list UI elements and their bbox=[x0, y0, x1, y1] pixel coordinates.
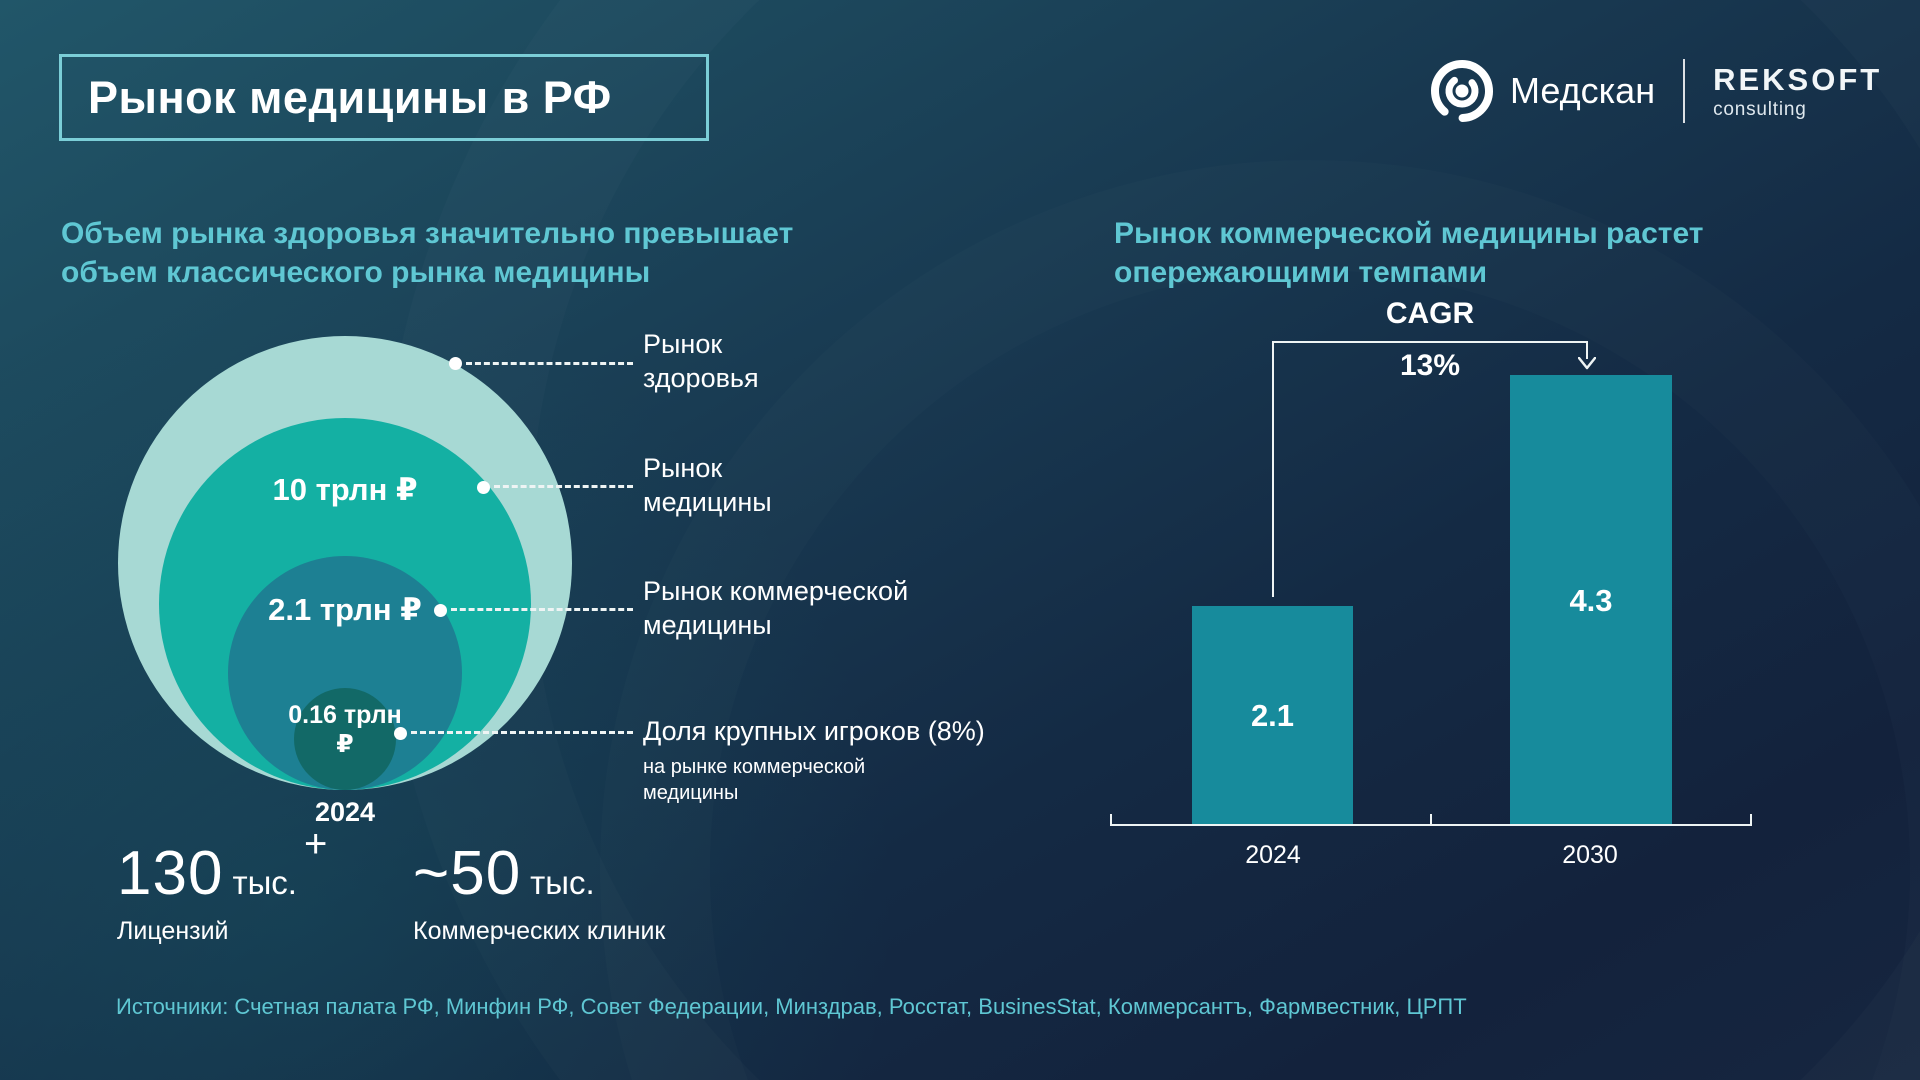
sources-line: Источники: Счетная палата РФ, Минфин РФ,… bbox=[116, 994, 1467, 1019]
bar-2024-value: 2.1 bbox=[1250, 698, 1295, 733]
reksoft-wordmark: REKSOFT bbox=[1713, 61, 1883, 97]
reksoft-subtitle: consulting bbox=[1713, 98, 1807, 120]
stat-clinics: ~50 тыс. Коммерческих клиник bbox=[413, 838, 665, 946]
stat-clinics-value: ~50 bbox=[413, 839, 522, 908]
left-section-heading: Объем рынка здоровья значительно превыша… bbox=[61, 217, 794, 289]
label-health-market: Рынок здоровья bbox=[643, 329, 759, 393]
page-title: Рынок медицины в РФ bbox=[88, 71, 612, 123]
brand-divider bbox=[1683, 59, 1686, 123]
cagr-arrow-down-icon bbox=[1578, 357, 1596, 370]
stat-clinics-row: ~50 тыс. bbox=[413, 838, 665, 909]
x-axis-line bbox=[1110, 824, 1752, 826]
callout-line-commercial bbox=[451, 608, 633, 611]
label-big-players-main: Доля крупных игроков (8%) bbox=[643, 716, 985, 746]
label-commercial-medicine: Рынок коммерческой медицины bbox=[643, 576, 909, 640]
big-players-value: 0.16 трлн ₽ bbox=[288, 701, 402, 758]
stat-licenses-unit: тыс. bbox=[232, 864, 297, 901]
bar-2030-value: 4.3 bbox=[1569, 582, 1613, 618]
commercial-medicine-value: 2.1 трлн ₽ bbox=[268, 592, 422, 627]
cagr-bracket-left-leg bbox=[1272, 341, 1274, 597]
label-big-players-sub: на рынке коммерческой медицины bbox=[643, 756, 866, 804]
callout-line-health bbox=[466, 362, 633, 365]
callout-line-medicine bbox=[494, 485, 633, 488]
stat-licenses-value: 130 bbox=[117, 839, 224, 908]
x-axis-tick-left bbox=[1110, 814, 1112, 825]
brand-bar: Медскан REKSOFT consulting bbox=[1429, 58, 1882, 124]
callout-dot-medicine bbox=[477, 481, 490, 494]
x-axis-label-2024: 2024 bbox=[1245, 841, 1301, 869]
stat-licenses-row: 130 тыс. + bbox=[117, 822, 327, 909]
x-axis-label-2030: 2030 bbox=[1562, 841, 1618, 869]
bar-2030: 4.3 bbox=[1510, 375, 1672, 826]
label-medicine-market: Рынок медицины bbox=[643, 453, 772, 517]
callout-dot-big-players bbox=[394, 727, 407, 740]
callout-line-big-players bbox=[411, 731, 633, 734]
cagr-annotation-label: CAGR bbox=[1385, 297, 1475, 330]
stat-clinics-unit: тыс. bbox=[530, 864, 595, 901]
bubble-chart-year: 2024 bbox=[314, 797, 376, 827]
medscan-logo-icon bbox=[1431, 60, 1493, 122]
stat-clinics-label: Коммерческих клиник bbox=[413, 917, 666, 945]
stat-licenses: 130 тыс. + Лицензий bbox=[117, 822, 327, 946]
stat-licenses-suffix: + bbox=[303, 822, 328, 866]
stat-licenses-label: Лицензий bbox=[117, 917, 229, 945]
medscan-wordmark: Медскан bbox=[1510, 70, 1656, 111]
bar-2024: 2.1 bbox=[1192, 606, 1353, 826]
x-axis-tick-right bbox=[1750, 814, 1752, 825]
title-box: Рынок медицины в РФ bbox=[59, 54, 709, 141]
reksoft-logo: REKSOFT consulting bbox=[1713, 62, 1882, 121]
cagr-bracket-line bbox=[1272, 341, 1588, 343]
cagr-annotation-value: 13% bbox=[1399, 349, 1461, 382]
x-axis-tick-middle bbox=[1430, 814, 1432, 825]
medicine-market-value: 10 трлн ₽ bbox=[272, 472, 418, 507]
right-section-heading: Рынок коммерческой медицины растет опере… bbox=[1114, 217, 1704, 289]
callout-dot-health bbox=[449, 357, 462, 370]
circle-big-players bbox=[294, 688, 396, 790]
label-big-players: Доля крупных игроков (8%) на рынке комме… bbox=[643, 714, 1063, 806]
cagr-bracket-right-leg bbox=[1586, 341, 1588, 359]
callout-dot-commercial bbox=[434, 604, 447, 617]
